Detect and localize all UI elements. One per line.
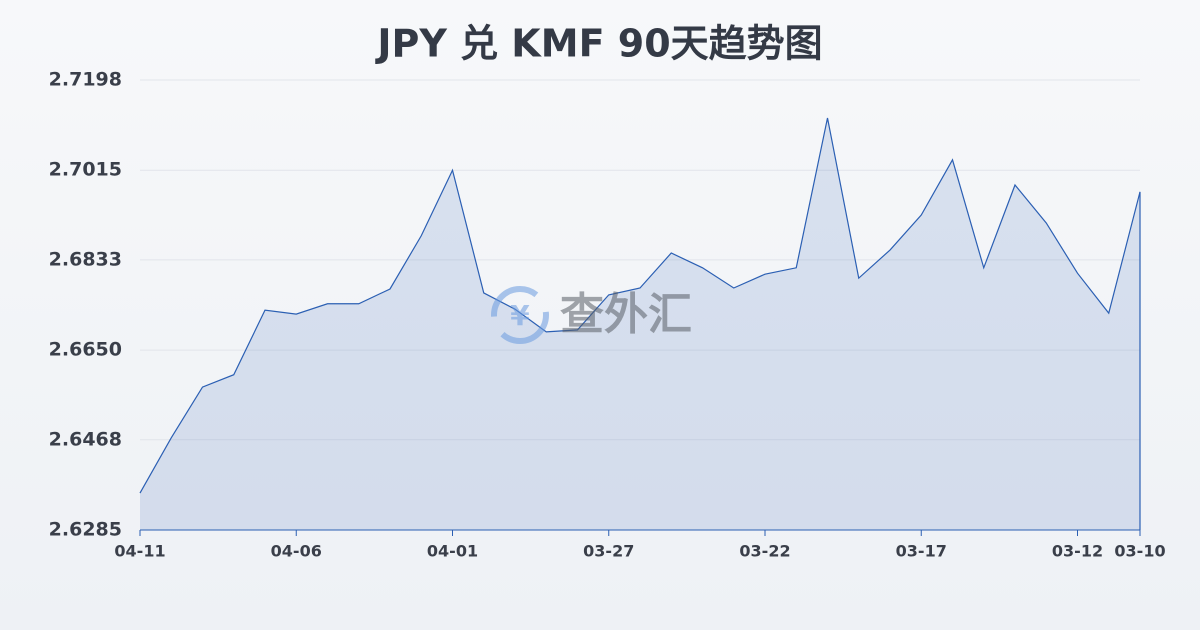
x-tick-label: 03-12 bbox=[1052, 542, 1103, 561]
y-tick-label: 2.6285 bbox=[49, 519, 122, 541]
x-tick-label: 03-17 bbox=[896, 542, 947, 561]
x-tick-label: 04-01 bbox=[427, 542, 478, 561]
watermark-icon bbox=[491, 286, 549, 344]
watermark: ¥ 查外汇 bbox=[491, 286, 692, 344]
watermark-text: 查外汇 bbox=[560, 289, 692, 340]
x-tick-label: 03-22 bbox=[739, 542, 790, 561]
line bbox=[139, 117, 1141, 494]
x-tick-label: 03-27 bbox=[583, 542, 634, 561]
y-tick-label: 2.6468 bbox=[49, 428, 122, 450]
x-tick-label: 04-11 bbox=[114, 542, 165, 561]
y-tick-label: 2.7198 bbox=[49, 69, 122, 91]
x-tick-label: 03-10 bbox=[1114, 542, 1165, 561]
chart-title: JPY 兑 KMF 90天趋势图 bbox=[374, 22, 822, 66]
y-tick-label: 2.6650 bbox=[49, 339, 122, 361]
plot: 2.6285 2.6468 2.6650 2.6833 2.7015 2.7198 04-1… bbox=[49, 69, 1166, 561]
y-tick-label: 2.6833 bbox=[49, 248, 122, 270]
watermark-icon-symbol: ¥ bbox=[510, 299, 530, 332]
area-fill bbox=[140, 117, 1140, 530]
x-tick-label: 04-06 bbox=[271, 542, 322, 561]
y-tick-label: 2.7015 bbox=[49, 159, 122, 181]
